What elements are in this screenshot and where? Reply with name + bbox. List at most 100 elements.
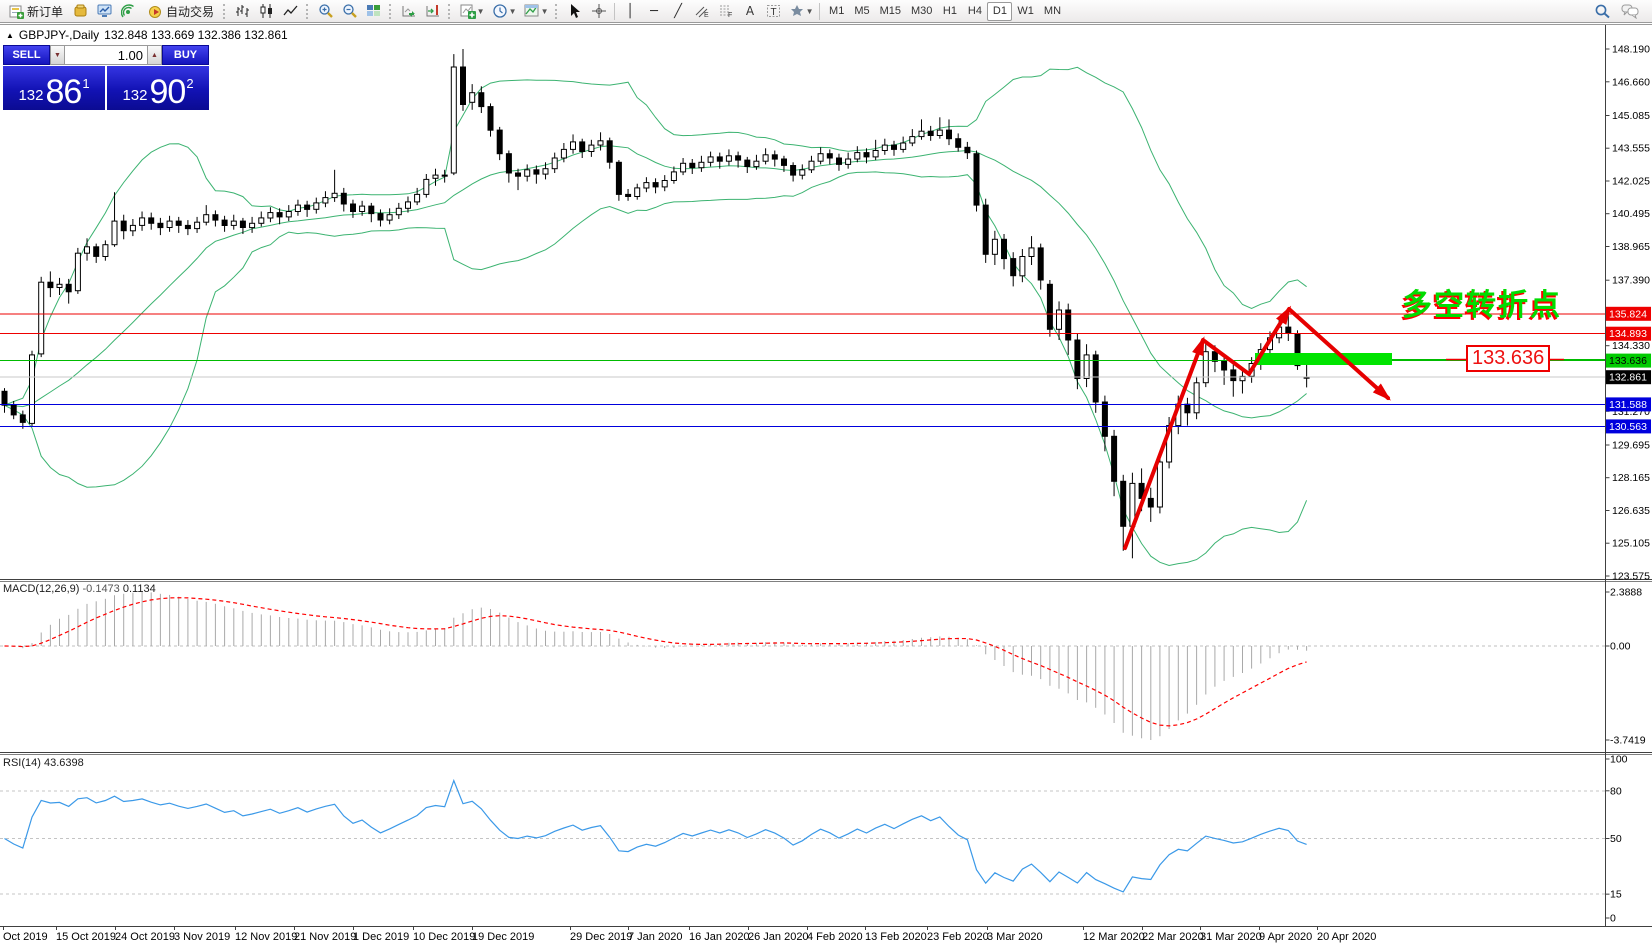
collapse-icon[interactable]: ▲ (6, 30, 14, 40)
panel-borders (0, 24, 1652, 927)
svg-text:E: E (704, 12, 709, 19)
fibonacci-tool-icon[interactable]: F (715, 1, 737, 21)
svg-text:125.105: 125.105 (1612, 538, 1650, 550)
sell-button[interactable]: SELL (3, 45, 50, 65)
timeframe-button-w1[interactable]: W1 (1012, 2, 1039, 21)
crosshair-icon[interactable] (588, 1, 610, 21)
chevron-down-icon: ▼ (805, 6, 814, 16)
price-axis: 148.190 146.660 145.085 143.555 142.025 140.4… (1605, 44, 1651, 925)
rsi-layer (4, 778, 1307, 893)
market-watch-icon[interactable] (70, 1, 92, 21)
buy-price-point: 2 (186, 76, 194, 91)
volume-decrease-button[interactable]: ▼ (50, 45, 65, 65)
svg-text:140.495: 140.495 (1612, 208, 1650, 220)
search-icon[interactable] (1591, 1, 1613, 21)
svg-text:9 Apr 2020: 9 Apr 2020 (1259, 931, 1312, 943)
line-chart-icon[interactable] (280, 1, 302, 21)
sell-price-int: 132 (18, 87, 44, 104)
svg-text:0: 0 (1610, 913, 1616, 925)
toolbar-grip (389, 3, 394, 19)
auto-scroll-icon[interactable] (398, 1, 420, 21)
timeframe-button-m15[interactable]: M15 (875, 2, 906, 21)
buy-price-pips: 90 (149, 73, 186, 112)
new-order-button[interactable]: 新订单 (3, 1, 68, 21)
price-badge-134.893 (1606, 326, 1651, 341)
timeframe-button-h1[interactable]: H1 (937, 2, 962, 21)
shapes-dropdown[interactable]: ▼ (787, 1, 815, 21)
text-label-tool-icon[interactable]: T (763, 1, 785, 21)
horizontal-line-tool-icon[interactable]: ─ (650, 3, 658, 19)
chart-title: ▲ GBPJPY-,Daily 132.848 133.669 132.386 … (6, 28, 288, 42)
level-lines[interactable] (0, 313, 1605, 427)
terminal-icon[interactable] (94, 1, 116, 21)
price-badge-133.636 (1606, 353, 1651, 368)
toolbar-grip (306, 3, 311, 19)
price-badge-131.588 (1606, 397, 1651, 412)
toolbar-grip (223, 3, 228, 19)
candlestick-chart-icon[interactable] (256, 1, 278, 21)
chevron-down-icon: ▼ (476, 6, 485, 16)
buy-price-int: 132 (122, 87, 148, 104)
svg-text:129.695: 129.695 (1612, 439, 1650, 451)
volume-increase-button[interactable]: ▲ (147, 45, 162, 65)
buy-price-panel[interactable]: 132 90 2 (107, 66, 209, 110)
svg-text:12 Mar 2020: 12 Mar 2020 (1083, 931, 1145, 943)
chat-icon[interactable] (1619, 1, 1641, 21)
svg-text:123.575: 123.575 (1612, 571, 1650, 583)
toolbar-separator (819, 2, 821, 20)
svg-text:13 Feb 2020: 13 Feb 2020 (865, 931, 927, 943)
auto-trading-label: 自动交易 (166, 4, 215, 19)
svg-text:31 Mar 2020: 31 Mar 2020 (1200, 931, 1262, 943)
trendline-tool-icon[interactable]: ╱ (674, 3, 682, 19)
toolbar-grip (555, 3, 560, 19)
macd-name: MACD(12,26,9) (3, 583, 80, 595)
buy-button[interactable]: BUY (162, 45, 209, 65)
zoom-in-icon[interactable] (315, 1, 337, 21)
chevron-down-icon: ▼ (540, 6, 549, 16)
tile-windows-icon[interactable] (363, 1, 385, 21)
svg-text:1 Dec 2019: 1 Dec 2019 (353, 931, 409, 943)
macd-main-value: -0.1473 (82, 583, 120, 595)
periods-dropdown[interactable]: ▼ (489, 1, 519, 21)
volume-input[interactable] (65, 45, 147, 65)
channel-tool-icon[interactable]: E (691, 1, 713, 21)
auto-trading-button[interactable]: 自动交易 (142, 1, 219, 21)
toolbar-right-group (1591, 1, 1649, 21)
svg-text:130.563: 130.563 (1609, 421, 1647, 433)
timeframe-button-mn[interactable]: MN (1039, 2, 1066, 21)
vertical-line-tool-icon[interactable]: │ (626, 3, 634, 19)
turning-point-annotation[interactable]: 多空转折点 (1402, 289, 1562, 322)
timeframe-group: M1 M5 M15 M30 H1 H4 D1 W1 MN (824, 1, 1066, 21)
arrowhead (1192, 336, 1205, 357)
sell-price-panel[interactable]: 132 86 1 (3, 66, 105, 110)
price-tag-annotation[interactable]: 133.636 (1466, 345, 1551, 372)
cursor-icon[interactable] (564, 1, 586, 21)
svg-text:Oct 2019: Oct 2019 (3, 931, 48, 943)
svg-text:21 Nov 2019: 21 Nov 2019 (294, 931, 356, 943)
svg-text:137.390: 137.390 (1612, 275, 1650, 287)
timeframe-button-h4[interactable]: H4 (962, 2, 987, 21)
macd-signal-value: 0.1134 (122, 583, 156, 595)
chart-ohlc-label: 132.848 133.669 132.386 132.861 (104, 28, 288, 42)
svg-text:4 Feb 2020: 4 Feb 2020 (807, 931, 863, 943)
sell-price-point: 1 (82, 76, 90, 91)
timeframe-button-m30[interactable]: M30 (906, 2, 937, 21)
bar-chart-icon[interactable] (232, 1, 254, 21)
templates-dropdown[interactable]: ▼ (521, 1, 551, 21)
svg-text:7 Jan 2020: 7 Jan 2020 (628, 931, 682, 943)
timeframe-button-d1[interactable]: D1 (987, 1, 1013, 21)
one-click-trading-panel: SELL ▼ ▲ BUY 132 86 1 132 90 2 (3, 45, 209, 110)
bollinger-lower-band (4, 171, 1308, 567)
chart-shift-icon[interactable] (422, 1, 444, 21)
signals-icon[interactable] (118, 1, 140, 21)
svg-text:126.635: 126.635 (1612, 505, 1650, 517)
timeframe-button-m5[interactable]: M5 (849, 2, 874, 21)
svg-text:29 Dec 2019: 29 Dec 2019 (570, 931, 632, 943)
indicators-dropdown[interactable]: ▼ (457, 1, 487, 21)
timeframe-button-m1[interactable]: M1 (824, 2, 849, 21)
zoom-out-icon[interactable] (339, 1, 361, 21)
annotations-layer[interactable] (1123, 305, 1605, 550)
price-badge-132.861 (1606, 370, 1651, 385)
text-tool-icon[interactable]: A (745, 4, 755, 18)
